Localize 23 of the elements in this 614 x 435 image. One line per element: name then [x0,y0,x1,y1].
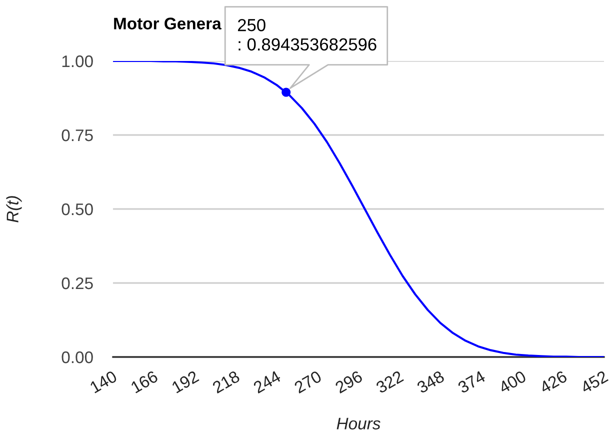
x-tick-label: 218 [212,370,240,394]
line-series [113,61,604,357]
x-tick-label: 374 [457,370,486,394]
y-tick-label: 0.50 [62,203,93,216]
x-tick-label: 400 [498,370,527,394]
annotation: 250 : 0.894353682596 [238,18,376,51]
x-tick-label: 452 [580,370,609,394]
x-tick-label: 348 [416,370,445,394]
y-tick-label: 0.00 [62,351,93,364]
x-tick-label: 270 [294,370,322,394]
x-tick-label: 166 [130,370,159,394]
y-tick-label: 0.75 [62,129,93,142]
x-tick-label: 140 [89,370,118,394]
x-tick-label: 192 [171,370,200,394]
x-tick-label: 426 [538,370,568,394]
y-axis-title: R(t) [6,196,22,222]
x-axis-title: Hours [336,418,380,430]
chart-title: Motor Genera [114,18,222,30]
x-tick-label: 322 [375,370,404,394]
y-tick-label: 1.00 [62,55,93,68]
x-tick-label: 244 [252,370,282,394]
y-tick-label: 0.25 [62,277,93,290]
x-tick-label: 296 [334,370,364,394]
